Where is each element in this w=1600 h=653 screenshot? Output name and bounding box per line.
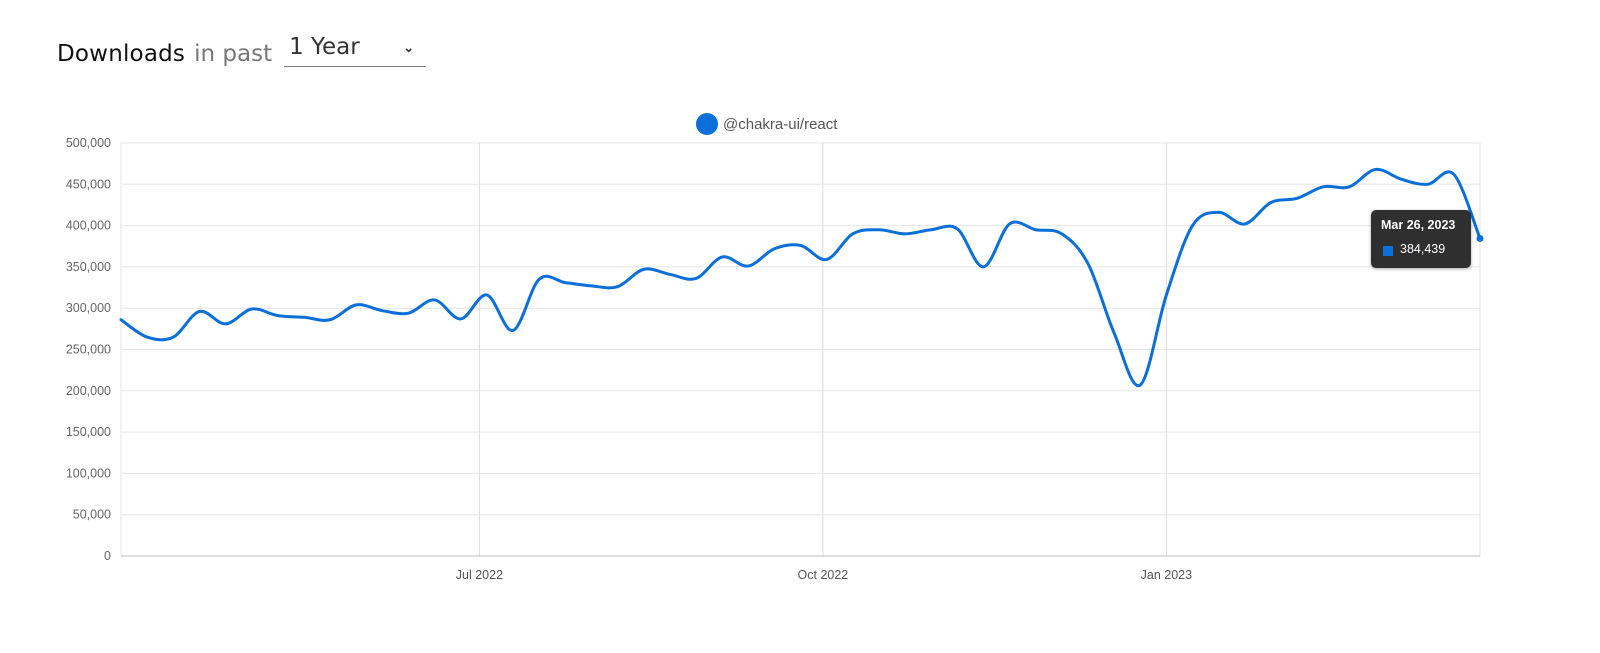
data-point[interactable] (1163, 292, 1169, 298)
data-point[interactable] (118, 317, 124, 323)
data-point[interactable] (876, 227, 882, 233)
data-point[interactable] (249, 306, 255, 312)
y-tick-label: 350,000 (66, 260, 111, 274)
highlighted-data-point[interactable] (1476, 234, 1484, 242)
data-point[interactable] (405, 310, 411, 316)
chevron-down-icon: ⌄ (403, 40, 415, 55)
data-point[interactable] (1033, 227, 1039, 233)
data-point[interactable] (1007, 221, 1013, 227)
data-point[interactable] (693, 275, 699, 281)
data-point[interactable] (1242, 221, 1248, 227)
data-point[interactable] (980, 264, 986, 270)
chart-tooltip: Mar 26, 2023 384,439 (1371, 210, 1471, 268)
data-point[interactable] (1372, 166, 1378, 172)
data-point[interactable] (588, 283, 594, 289)
data-point[interactable] (1190, 223, 1196, 229)
data-point[interactable] (824, 256, 830, 262)
series-line[interactable] (119, 167, 1482, 388)
data-point[interactable] (484, 292, 490, 298)
data-point[interactable] (798, 242, 804, 248)
data-point[interactable] (1111, 330, 1117, 336)
data-point[interactable] (196, 309, 202, 315)
data-point[interactable] (458, 316, 464, 322)
data-point[interactable] (301, 314, 307, 320)
data-point[interactable] (432, 297, 438, 303)
data-point[interactable] (615, 284, 621, 290)
data-point[interactable] (954, 226, 960, 232)
chart-legend-item[interactable]: @chakra-ui/react (696, 113, 837, 135)
data-point[interactable] (1137, 382, 1143, 388)
tooltip-date: Mar 26, 2023 (1381, 218, 1456, 232)
x-tick-label: Jan 2023 (1141, 568, 1192, 582)
y-tick-label: 300,000 (66, 301, 111, 315)
data-point[interactable] (275, 313, 281, 319)
legend-label: @chakra-ui/react (723, 115, 838, 133)
data-point[interactable] (223, 321, 229, 327)
y-tick-label: 50,000 (73, 508, 111, 522)
y-tick-label: 250,000 (66, 343, 111, 357)
tooltip-value: 384,439 (1400, 242, 1446, 256)
data-point[interactable] (928, 227, 934, 233)
legend-color-swatch (696, 113, 718, 135)
data-point[interactable] (667, 271, 673, 277)
data-point[interactable] (327, 317, 333, 323)
data-point[interactable] (353, 302, 359, 308)
data-point[interactable] (1425, 181, 1431, 187)
data-point[interactable] (1346, 184, 1352, 190)
y-tick-label: 100,000 (66, 466, 111, 480)
y-tick-label: 400,000 (66, 219, 111, 233)
data-point[interactable] (1451, 171, 1457, 177)
data-point[interactable] (170, 334, 176, 340)
downloads-subtitle: in past (194, 41, 273, 67)
data-point[interactable] (745, 263, 751, 269)
time-range-select[interactable]: 1 Year ⌄ (284, 30, 427, 67)
data-point[interactable] (719, 254, 725, 260)
time-range-value: 1 Year (289, 34, 360, 60)
data-point[interactable] (1320, 184, 1326, 190)
data-point[interactable] (850, 231, 856, 237)
data-point[interactable] (1399, 176, 1405, 182)
data-point[interactable] (144, 334, 150, 340)
y-tick-label: 450,000 (66, 177, 111, 191)
downloads-header: Downloads in past 1 Year ⌄ (57, 30, 427, 67)
data-point[interactable] (1294, 195, 1300, 201)
downloads-title: Downloads (57, 41, 186, 67)
data-point[interactable] (771, 246, 777, 252)
y-tick-label: 0 (104, 549, 111, 563)
data-point[interactable] (536, 276, 542, 282)
data-point[interactable] (1059, 231, 1065, 237)
y-tick-label: 150,000 (66, 425, 111, 439)
y-tick-label: 200,000 (66, 384, 111, 398)
data-point[interactable] (562, 280, 568, 286)
data-point[interactable] (641, 266, 647, 272)
data-point[interactable] (1268, 199, 1274, 205)
tooltip-series-swatch (1383, 246, 1393, 256)
y-tick-label: 500,000 (66, 136, 111, 150)
data-point[interactable] (379, 308, 385, 314)
x-tick-label: Jul 2022 (456, 568, 503, 582)
data-point[interactable] (1085, 261, 1091, 267)
x-tick-label: Oct 2022 (798, 568, 849, 582)
data-point[interactable] (1216, 209, 1222, 215)
data-point[interactable] (902, 231, 908, 237)
data-point[interactable] (510, 328, 516, 334)
